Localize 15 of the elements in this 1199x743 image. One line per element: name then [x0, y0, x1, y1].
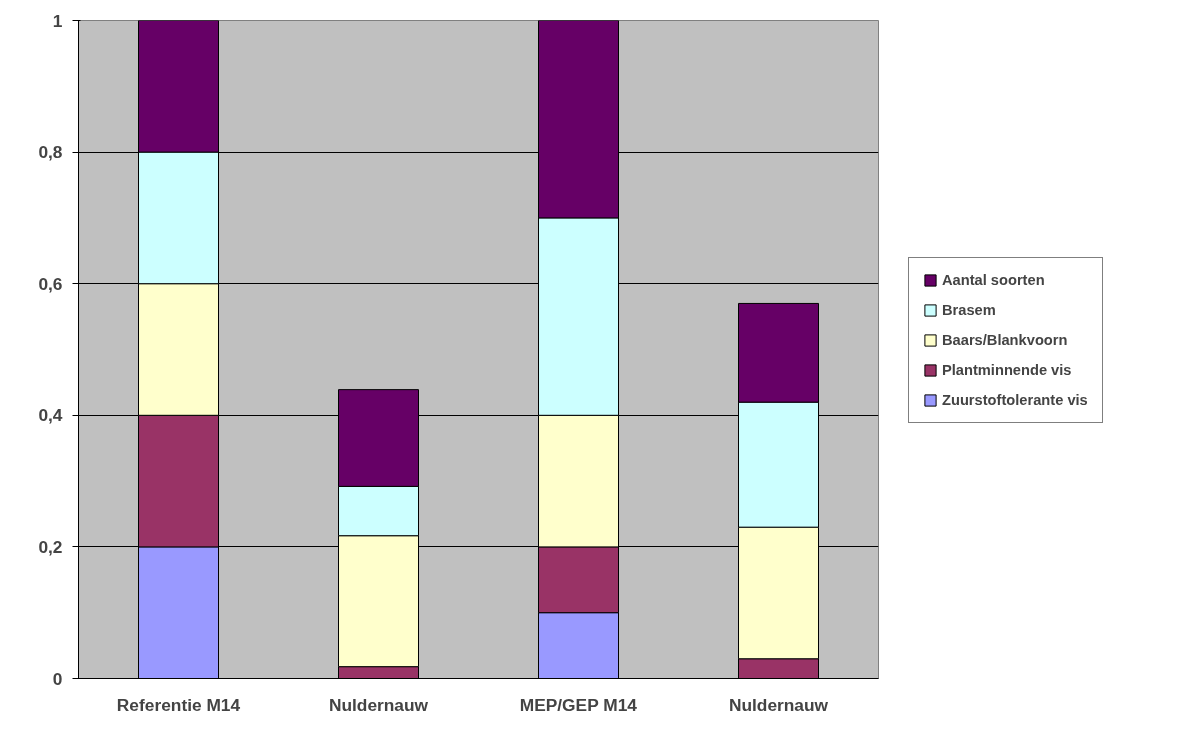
x-tick-label: Nuldernauw [328, 694, 429, 715]
y-tick-label: 0,6 [38, 273, 63, 294]
legend-label: Aantal soorten [942, 272, 1045, 288]
x-tick-label: Nuldernauw [728, 694, 829, 715]
legend-label: Zuurstoftolerante vis [942, 392, 1088, 408]
y-tick-label: 0 [52, 668, 63, 689]
legend-label: Baars/Blankvoorn [942, 332, 1068, 348]
legend-label: Plantminnende vis [942, 362, 1072, 378]
y-tick-label: 0,2 [38, 536, 63, 557]
y-tick-label: 1 [52, 10, 63, 31]
x-tick-label: MEP/GEP M14 [519, 694, 638, 715]
legend-label: Brasem [942, 302, 996, 318]
y-tick-label: 0,4 [38, 405, 63, 426]
x-tick-label: Referentie M14 [116, 694, 241, 715]
y-tick-label: 0,8 [38, 142, 63, 163]
